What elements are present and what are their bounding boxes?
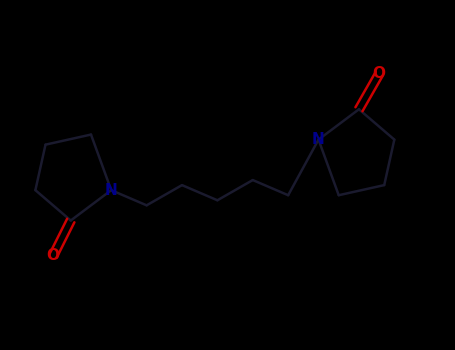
Text: N: N (105, 183, 117, 198)
Text: N: N (312, 132, 325, 147)
Text: O: O (46, 248, 60, 264)
Text: O: O (373, 66, 386, 82)
